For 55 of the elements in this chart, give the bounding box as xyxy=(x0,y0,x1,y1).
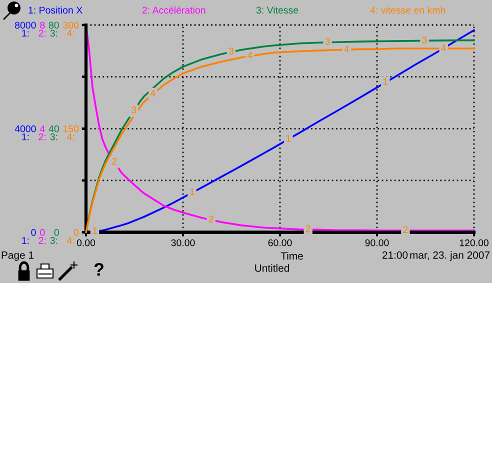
y3-axis-title: 3: xyxy=(50,133,58,140)
y2-tick-label: 0 xyxy=(40,229,45,236)
text: Untitled xyxy=(255,264,289,272)
text: 4: xyxy=(67,237,74,244)
y-tick-label: 300 xyxy=(63,22,79,29)
annotation: 1 xyxy=(190,188,194,196)
x-tick-label: 30.00 xyxy=(171,239,195,246)
x-tick-label: 0.00 xyxy=(76,239,96,246)
y3-tick-label: 80 xyxy=(48,22,59,29)
y-axis-title: 4: xyxy=(67,133,74,140)
text: 2: xyxy=(38,237,46,244)
y-axis-title: 1: xyxy=(22,133,29,140)
text: 1: xyxy=(22,30,29,37)
x-tick-label: 60.00 xyxy=(268,239,292,246)
y-tick-label: 150 xyxy=(63,125,79,132)
annotation: 4 xyxy=(344,46,350,52)
text: 21:00 xyxy=(382,251,408,259)
annotation: 3 xyxy=(228,48,234,55)
text: 4: vitesse en kmh xyxy=(370,6,446,14)
text: 1: xyxy=(22,237,29,244)
y3-tick-label: 40 xyxy=(48,125,59,132)
text: 3: xyxy=(50,237,58,244)
y-tick-label: 0 xyxy=(31,229,36,236)
text: 4: xyxy=(67,30,74,37)
text: Page 1 xyxy=(2,252,34,261)
annotation: 4 xyxy=(150,90,156,97)
text: 2: Accélération xyxy=(142,6,206,14)
text: 1: Position X xyxy=(28,6,82,14)
annotation: 1 xyxy=(92,227,97,234)
text: mar, 23. jan 2007 xyxy=(410,251,490,261)
annotation: 1 xyxy=(286,135,291,142)
x-tick-label: 120.00 xyxy=(460,239,488,246)
annotation: 3 xyxy=(422,36,427,44)
annotation: 3 xyxy=(325,38,330,45)
y-tick-label: 8000 xyxy=(15,22,36,29)
x-axis-title: Time xyxy=(280,252,303,260)
annotation: 3 xyxy=(132,106,136,114)
annotation: 2 xyxy=(112,158,117,165)
x-tick-label: 90.00 xyxy=(365,239,389,246)
text: ? xyxy=(94,263,104,276)
annotation: 2 xyxy=(208,216,214,222)
y2-tick-label: 8 xyxy=(40,22,45,29)
text: 2: xyxy=(38,30,46,37)
annotation: 4 xyxy=(247,52,252,59)
text: 3: Vitesse xyxy=(256,6,298,14)
annotation: 1 xyxy=(383,78,388,86)
text: 3: xyxy=(50,30,58,37)
y3-tick-label: 0 xyxy=(54,229,59,236)
annotation: 4 xyxy=(441,44,446,52)
annotation: 2 xyxy=(403,226,408,233)
y-tick-label: 0 xyxy=(74,229,79,236)
annotation: 2 xyxy=(306,225,310,232)
y2-axis-title: 2: xyxy=(38,133,46,140)
y-tick-label: 4000 xyxy=(14,125,36,132)
y2-tick-label: 4 xyxy=(40,125,45,132)
